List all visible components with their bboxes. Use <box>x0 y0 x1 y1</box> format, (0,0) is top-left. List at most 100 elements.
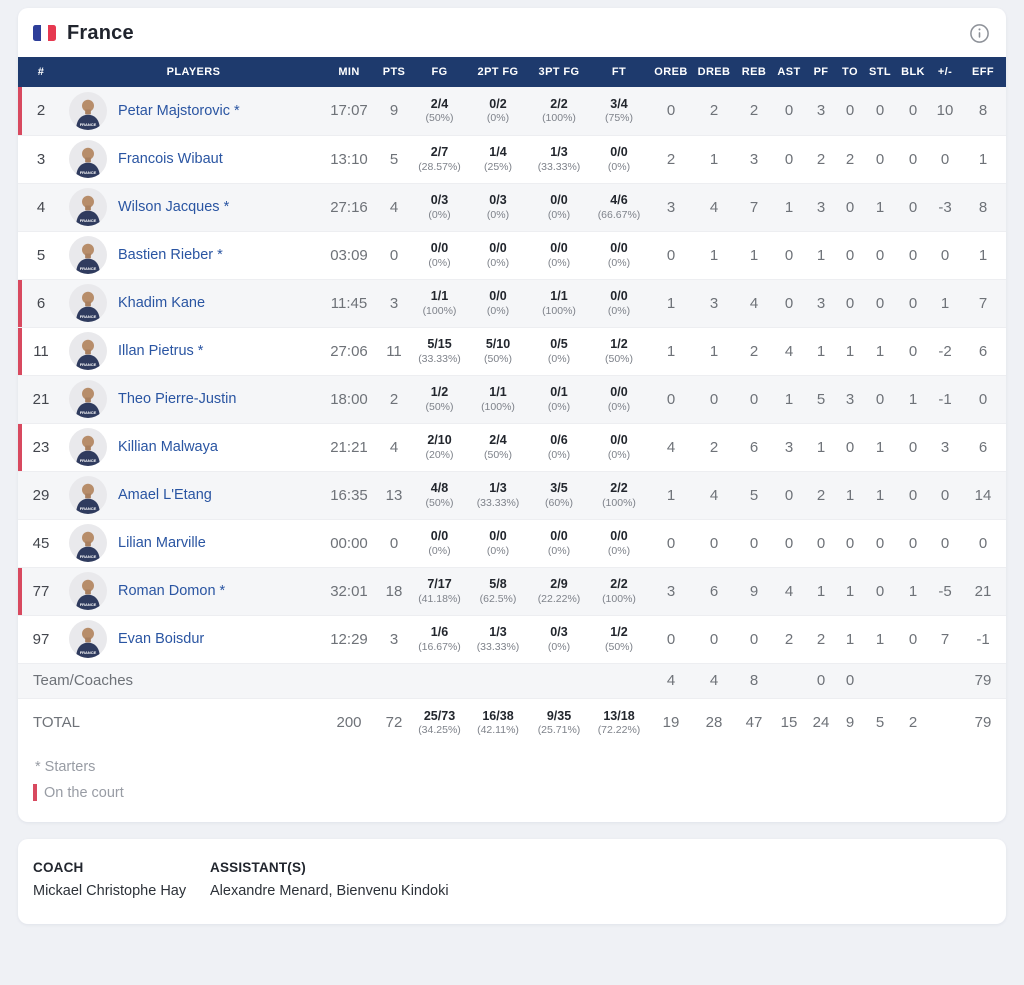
stat-pts: 0 <box>389 534 399 552</box>
stat-dreb: 4 <box>709 486 719 504</box>
stat-blk: 0 <box>908 294 918 312</box>
stat-ast: 0 <box>784 150 794 168</box>
stat-stl: 1 <box>875 342 885 360</box>
stat-ft-percentage: (0%) <box>607 160 631 173</box>
stat-fg <box>413 663 466 698</box>
stat-eff: 8 <box>978 198 988 216</box>
stat-pts: 13 <box>385 486 403 504</box>
stat-pf: 1 <box>816 342 826 360</box>
stat-pts: 4 <box>389 438 399 456</box>
stat-fg: 1/1 (100%) <box>413 279 466 327</box>
stat-min: 13:10 <box>330 150 368 168</box>
stat-3ptfg-percentage: (25.71%) <box>537 723 581 736</box>
stat-ft: 3/4 (75%) <box>588 87 650 135</box>
player-cell: Amael L'Etang <box>64 471 323 519</box>
stat-blk: 0 <box>908 150 918 168</box>
stat-2ptfg: 1/1 (100%) <box>466 375 530 423</box>
player-name-link[interactable]: Killian Malwaya <box>118 439 218 455</box>
player-name-link[interactable]: Bastien Rieber * <box>118 247 223 263</box>
stat-dreb: 1 <box>709 342 719 360</box>
stat-pm: 0 <box>940 150 950 168</box>
stat-2ptfg-made-attempted: 2/4 <box>489 433 507 448</box>
stat-ast: 0 <box>784 294 794 312</box>
stat-3ptfg-percentage: (0%) <box>547 208 571 221</box>
assistants-section: ASSISTANT(S) Alexandre Menard, Bienvenu … <box>210 860 449 899</box>
player-row: 21 Theo Pierre-Justin 18:00 2 1/2 (50%) 1/1 (10… <box>18 375 1006 423</box>
player-name-link[interactable]: Lilian Marville <box>118 535 206 551</box>
stat-2ptfg-percentage: (62.5%) <box>479 592 517 605</box>
player-name-link[interactable]: Theo Pierre-Justin <box>118 391 237 407</box>
stat-pm: 1 <box>940 294 950 312</box>
stat-2ptfg-made-attempted: 0/0 <box>489 529 507 544</box>
stat-3ptfg: 0/6 (0%) <box>530 423 588 471</box>
stat-pm: -5 <box>938 582 952 600</box>
stat-fg-made-attempted: 1/6 <box>430 625 449 640</box>
stat-3ptfg-made-attempted: 0/6 <box>550 433 568 448</box>
player-name-link[interactable]: Evan Boisdur <box>118 631 205 647</box>
col-header-pf: PF <box>806 57 836 87</box>
stat-3ptfg: 2/9 (22.22%) <box>530 567 588 615</box>
stat-fg: 4/8 (50%) <box>413 471 466 519</box>
stat-pf: 3 <box>816 198 826 216</box>
stat-reb: 7 <box>749 198 759 216</box>
stat-3ptfg: 0/0 (0%) <box>530 183 588 231</box>
player-name-link[interactable]: Illan Pietrus * <box>118 343 204 359</box>
player-avatar <box>69 92 107 130</box>
player-cell: Francois Wibaut <box>64 135 323 183</box>
stat-3ptfg-percentage: (100%) <box>542 112 576 125</box>
stat-ft-percentage: (100%) <box>602 592 636 605</box>
col-header-eff: EFF <box>960 57 1006 87</box>
stat-pts: 72 <box>385 713 403 731</box>
player-avatar <box>69 572 107 610</box>
stat-stl: 1 <box>875 486 885 504</box>
player-name-link[interactable]: Khadim Kane <box>118 295 206 311</box>
player-name-link[interactable]: Amael L'Etang <box>118 487 212 503</box>
stat-2ptfg-made-attempted: 0/3 <box>489 193 507 208</box>
stat-oreb: 0 <box>666 630 676 648</box>
stat-dreb: 1 <box>709 246 719 264</box>
stat-pf: 3 <box>816 294 826 312</box>
stat-oreb: 0 <box>666 390 676 408</box>
stat-fg-made-attempted: 1/1 <box>430 289 449 304</box>
stat-eff: 79 <box>974 672 992 689</box>
info-icon[interactable] <box>968 22 990 44</box>
player-row: 3 Francois Wibaut 13:10 5 2/7 (28.57%) 1/4 (25%… <box>18 135 1006 183</box>
stat-pf: 0 <box>816 534 826 552</box>
stat-ft-made-attempted: 2/2 <box>610 577 628 592</box>
stat-ast: 4 <box>784 582 794 600</box>
stat-fg-percentage: (0%) <box>428 544 451 557</box>
stat-fg-made-attempted: 0/3 <box>430 193 449 208</box>
stat-fg: 1/2 (50%) <box>413 375 466 423</box>
stat-reb: 6 <box>749 438 759 456</box>
stat-ast <box>772 663 806 698</box>
stat-ft: 4/6 (66.67%) <box>588 183 650 231</box>
stat-to: 1 <box>845 342 855 360</box>
stat-pf: 1 <box>816 438 826 456</box>
stat-2ptfg-made-attempted: 0/0 <box>489 241 507 256</box>
stat-reb: 2 <box>749 342 759 360</box>
stat-reb: 0 <box>749 390 759 408</box>
stat-2ptfg-percentage: (33.33%) <box>476 496 520 509</box>
player-name-link[interactable]: Francois Wibaut <box>118 151 223 167</box>
stat-oreb: 19 <box>662 713 680 731</box>
stat-2ptfg: 2/4 (50%) <box>466 423 530 471</box>
stat-pf: 3 <box>816 102 826 120</box>
stat-pf: 5 <box>816 390 826 408</box>
player-name-link[interactable]: Wilson Jacques * <box>118 199 230 215</box>
player-name-link[interactable]: Roman Domon * <box>118 583 226 599</box>
stat-2ptfg-made-attempted: 1/3 <box>489 481 507 496</box>
stat-pts: 0 <box>389 246 399 264</box>
stat-stl: 0 <box>875 246 885 264</box>
stat-3ptfg-made-attempted: 9/35 <box>546 708 572 723</box>
player-avatar <box>69 188 107 226</box>
stat-to: 0 <box>845 246 855 264</box>
col-header-stl: STL <box>864 57 896 87</box>
stat-2ptfg: 1/4 (25%) <box>466 135 530 183</box>
stat-fg-made-attempted: 7/17 <box>427 577 452 592</box>
stat-3ptfg-made-attempted: 3/5 <box>550 481 568 496</box>
stat-fg: 7/17 (41.18%) <box>413 567 466 615</box>
stat-blk: 2 <box>908 713 918 731</box>
stat-min: 27:16 <box>330 198 368 216</box>
player-name-link[interactable]: Petar Majstorovic * <box>118 102 240 119</box>
stat-2ptfg-percentage: (50%) <box>483 352 512 365</box>
